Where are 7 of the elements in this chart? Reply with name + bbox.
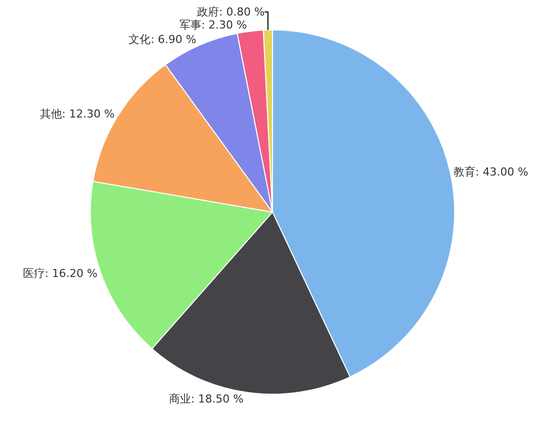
- slice-label: 军事: 2.30 %: [179, 18, 247, 32]
- slice-label: 商业: 18.50 %: [168, 392, 244, 406]
- slice-label: 医疗: 16.20 %: [22, 266, 98, 280]
- slice-label: 教育: 43.00 %: [454, 166, 528, 179]
- slice-label: 其他: 12.30 %: [40, 108, 115, 121]
- slice-label: 政府: 0.80 %: [197, 5, 265, 18]
- slice-label: 文化: 6.90 %: [128, 33, 196, 46]
